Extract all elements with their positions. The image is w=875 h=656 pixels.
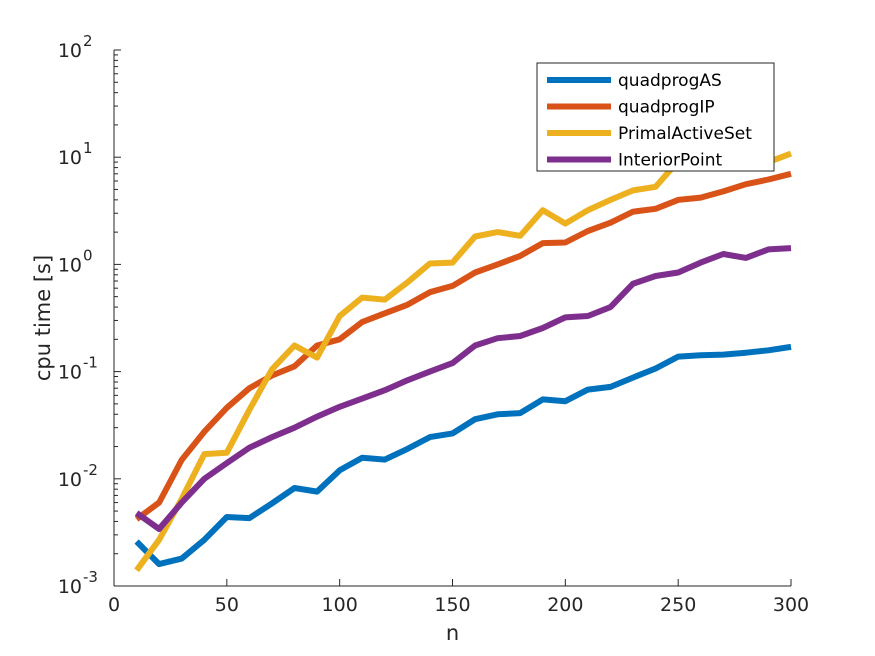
legend-label-2: PrimalActiveSet <box>618 124 752 144</box>
y-tick-exponent-3: 0 <box>83 246 93 264</box>
y-tick-exponent-5: 2 <box>83 32 93 50</box>
tick-marks <box>113 49 792 587</box>
legend: quadprogAS quadprogIP PrimalActiveSet Inter… <box>536 62 775 172</box>
x-tick-label-6: 300 <box>773 594 809 616</box>
y-tick-label-3: 10 <box>58 254 82 276</box>
legend-label-3: InteriorPoint <box>618 151 723 171</box>
series-line-0 <box>134 343 792 568</box>
x-tick-label-0: 0 <box>108 594 120 616</box>
y-tick-exponent-2: -1 <box>83 354 98 372</box>
y-tick-exponent-4: 1 <box>83 139 93 157</box>
legend-label-1: quadprogIP <box>618 98 715 118</box>
y-tick-label-1: 10 <box>58 469 82 491</box>
x-tick-label-1: 50 <box>215 594 239 616</box>
x-tick-label-5: 250 <box>660 594 696 616</box>
x-tick-label-4: 200 <box>547 594 583 616</box>
y-tick-label-2: 10 <box>58 362 82 384</box>
y-axis-label: cpu time [s] <box>31 255 55 381</box>
series-line-1 <box>134 170 792 522</box>
y-tick-label-4: 10 <box>58 147 82 169</box>
y-tick-exponent-1: -2 <box>83 461 98 479</box>
x-tick-label-2: 100 <box>322 594 358 616</box>
x-axis-label: n <box>446 621 459 645</box>
legend-label-0: quadprogAS <box>618 71 722 91</box>
x-tick-label-3: 150 <box>434 594 470 616</box>
y-tick-label-5: 10 <box>58 40 82 62</box>
series-line-3 <box>134 245 792 532</box>
y-tick-label-0: 10 <box>58 576 82 598</box>
y-tick-exponent-0: -3 <box>83 568 98 586</box>
